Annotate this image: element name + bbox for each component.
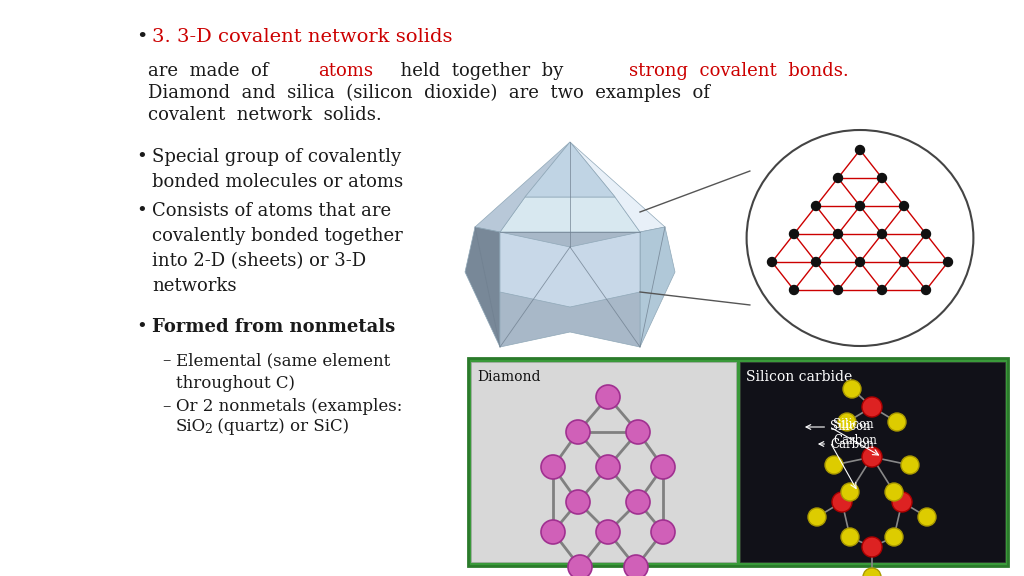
Circle shape	[878, 229, 887, 238]
Text: –: –	[162, 398, 170, 415]
Text: atoms: atoms	[318, 62, 373, 80]
Circle shape	[834, 286, 843, 294]
Text: Or 2 nonmetals (examples:: Or 2 nonmetals (examples:	[176, 398, 402, 415]
Circle shape	[811, 202, 820, 210]
Circle shape	[790, 229, 799, 238]
Polygon shape	[500, 197, 640, 247]
Circle shape	[878, 286, 887, 294]
Text: –: –	[162, 352, 170, 369]
Circle shape	[855, 146, 864, 154]
Text: Silicon: Silicon	[833, 419, 873, 431]
Text: Diamond: Diamond	[477, 370, 541, 384]
Circle shape	[855, 202, 864, 210]
Circle shape	[566, 490, 590, 514]
Circle shape	[624, 555, 648, 576]
Text: Consists of atoms that are
covalently bonded together
into 2-D (sheets) or 3-D
n: Consists of atoms that are covalently bo…	[152, 202, 402, 295]
Text: Special group of covalently
bonded molecules or atoms: Special group of covalently bonded molec…	[152, 148, 403, 191]
Circle shape	[831, 492, 852, 512]
Circle shape	[901, 456, 919, 474]
Circle shape	[862, 397, 882, 417]
Circle shape	[541, 520, 565, 544]
Circle shape	[863, 568, 881, 576]
Circle shape	[651, 520, 675, 544]
Bar	[471, 362, 736, 562]
Circle shape	[885, 483, 903, 501]
Text: are  made  of: are made of	[148, 62, 280, 80]
Polygon shape	[465, 227, 500, 347]
Circle shape	[899, 257, 908, 267]
Circle shape	[922, 286, 931, 294]
Text: SiO: SiO	[176, 418, 206, 435]
Circle shape	[790, 286, 799, 294]
Text: Diamond  and  silica  (silicon  dioxide)  are  two  examples  of: Diamond and silica (silicon dioxide) are…	[148, 84, 710, 103]
Polygon shape	[570, 142, 665, 232]
Circle shape	[892, 492, 912, 512]
Circle shape	[808, 508, 826, 526]
Text: Silicon: Silicon	[806, 420, 870, 434]
Circle shape	[862, 447, 882, 467]
Circle shape	[651, 455, 675, 479]
Text: covalent  network  solids.: covalent network solids.	[148, 106, 382, 124]
Text: held  together  by: held together by	[389, 62, 574, 80]
Text: Elemental (same element
throughout C): Elemental (same element throughout C)	[176, 352, 390, 392]
Circle shape	[841, 528, 859, 546]
Text: (quartz) or SiC): (quartz) or SiC)	[212, 418, 349, 435]
Text: •: •	[136, 318, 146, 336]
Bar	[740, 362, 1005, 562]
Text: Silicon carbide: Silicon carbide	[746, 370, 852, 384]
Circle shape	[862, 537, 882, 557]
Circle shape	[568, 555, 592, 576]
Circle shape	[885, 528, 903, 546]
Circle shape	[888, 413, 906, 431]
Text: •: •	[136, 28, 147, 46]
Circle shape	[918, 508, 936, 526]
Text: •: •	[136, 148, 146, 166]
Bar	[468, 358, 1008, 566]
Text: strong  covalent  bonds.: strong covalent bonds.	[629, 62, 849, 80]
Circle shape	[899, 202, 908, 210]
Circle shape	[855, 257, 864, 267]
Polygon shape	[640, 227, 675, 347]
Circle shape	[943, 257, 952, 267]
Circle shape	[811, 257, 820, 267]
Circle shape	[834, 229, 843, 238]
Text: 2: 2	[204, 423, 212, 436]
Circle shape	[566, 420, 590, 444]
Polygon shape	[500, 232, 640, 307]
Circle shape	[596, 385, 620, 409]
Circle shape	[834, 173, 843, 183]
Circle shape	[922, 229, 931, 238]
Circle shape	[626, 420, 650, 444]
Circle shape	[596, 520, 620, 544]
Polygon shape	[500, 232, 640, 347]
Polygon shape	[475, 142, 570, 232]
Ellipse shape	[746, 130, 974, 346]
Text: 3. 3-D covalent network solids: 3. 3-D covalent network solids	[152, 28, 453, 46]
Text: Carbon: Carbon	[833, 434, 877, 446]
Text: Formed from nonmetals: Formed from nonmetals	[152, 318, 395, 336]
Circle shape	[596, 455, 620, 479]
Text: Carbon: Carbon	[819, 438, 873, 450]
Circle shape	[838, 413, 856, 431]
Circle shape	[768, 257, 776, 267]
Circle shape	[843, 380, 861, 398]
Text: •: •	[136, 202, 146, 220]
Circle shape	[878, 173, 887, 183]
Polygon shape	[525, 142, 615, 197]
Circle shape	[825, 456, 843, 474]
Circle shape	[841, 483, 859, 501]
Circle shape	[626, 490, 650, 514]
Circle shape	[541, 455, 565, 479]
